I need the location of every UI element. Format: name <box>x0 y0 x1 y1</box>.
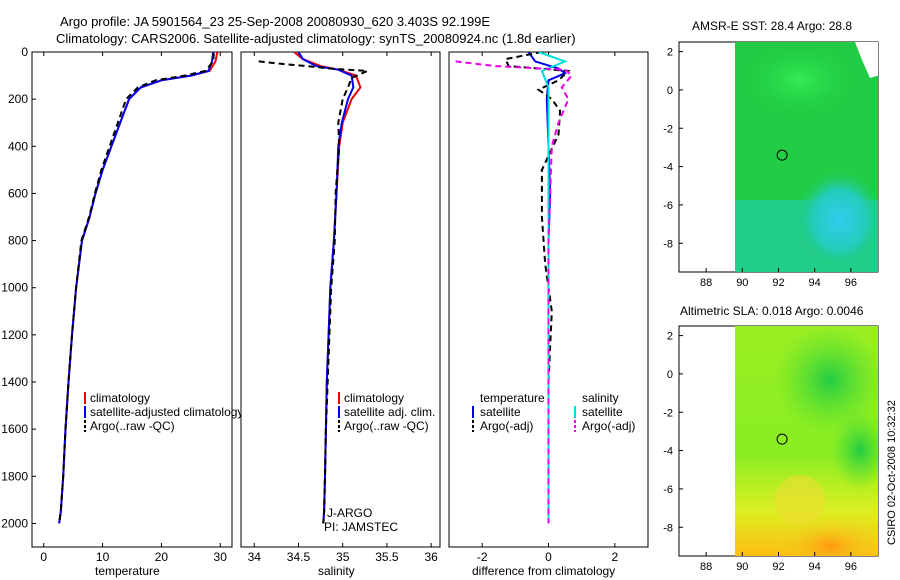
sla-ytick-label: 0 <box>667 369 673 381</box>
sla-xtick-label: 88 <box>700 561 712 573</box>
temperature-xtick-label: 20 <box>155 550 169 564</box>
salinity-xtick-label: 36 <box>424 550 438 564</box>
legend-label-argo: Argo(..raw -QC) <box>90 419 175 433</box>
difference-xtick-label: -2 <box>477 550 488 564</box>
sla-map-panel: Altimetric SLA: 0.018 Argo: 0.0046 <box>663 304 879 573</box>
sla-ytick-label: -4 <box>663 446 673 458</box>
sla-low-patch-east <box>830 410 878 490</box>
sst-warm-patch <box>740 42 860 120</box>
sst-map-field <box>735 42 878 272</box>
legend-header-salinity: salinity <box>582 391 619 405</box>
temperature-xtick-label: 30 <box>214 550 228 564</box>
salinity-xtick-label: 34.5 <box>287 550 311 564</box>
sla-ytick-label: -2 <box>663 407 673 419</box>
sst-cold-patch <box>790 165 878 265</box>
temperature-ytick-label: 1600 <box>1 422 28 436</box>
sst-land-mask <box>855 42 878 78</box>
figure-title-line2: Climatology: CARS2006. Satellite-adjuste… <box>56 31 576 46</box>
difference-series-salinity-argo-adj <box>455 60 574 524</box>
difference-xtick-label: 2 <box>611 550 618 564</box>
legend-label-climatology: climatology <box>344 391 404 405</box>
salinity-panel: 34 34.5 35 35.5 36 salinity climatology sate… <box>240 51 441 578</box>
sla-map-title: Altimetric SLA: 0.018 Argo: 0.0046 <box>680 304 864 318</box>
sla-xtick-label: 96 <box>845 561 857 573</box>
difference-xtick-label: 0 <box>545 550 552 564</box>
sst-argo-position-marker <box>776 149 788 161</box>
sla-low-patch-north <box>775 326 878 435</box>
sst-xtick-label: 88 <box>700 277 712 289</box>
salinity-xlabel: salinity <box>318 564 355 578</box>
difference-legend: temperature salinity satellite Argo(-adj… <box>472 391 635 433</box>
sst-ytick-label: 2 <box>667 47 673 59</box>
sla-xtick-label: 92 <box>772 561 784 573</box>
sla-xtick-label: 94 <box>809 561 821 573</box>
temperature-ytick-label: 1800 <box>1 469 28 483</box>
sla-xtick-label: 90 <box>736 561 748 573</box>
salinity-xtick-label: 35.5 <box>375 550 399 564</box>
sst-xtick-label: 96 <box>845 277 857 289</box>
sst-xtick-label: 90 <box>736 277 748 289</box>
sst-xtick-label: 92 <box>772 277 784 289</box>
sla-high-patch-center <box>775 475 825 525</box>
difference-panel: -2 0 2 difference from climatology tempera… <box>448 51 649 578</box>
temperature-ytick-label: 0 <box>21 45 28 59</box>
sst-ytick-label: 0 <box>667 85 673 97</box>
sla-ytick-label: -8 <box>663 522 673 534</box>
temperature-ytick-label: 200 <box>8 92 28 106</box>
salinity-xtick-label: 35 <box>336 550 350 564</box>
temperature-legend: climatology satellite-adjusted climatolo… <box>84 391 243 433</box>
sla-ytick-label: 2 <box>667 331 673 343</box>
sst-ytick-label: -6 <box>663 200 673 212</box>
sla-ytick-label: -6 <box>663 484 673 496</box>
temperature-ytick-label: 1400 <box>1 375 28 389</box>
sla-argo-position-marker <box>776 433 788 445</box>
sla-map-field <box>735 326 878 556</box>
sst-map-panel: AMSR-E SST: 28.4 Argo: 28.8 88 90 92 94 96 <box>663 19 879 289</box>
temperature-series-argo-raw-qc <box>58 53 215 524</box>
sst-ytick-label: -2 <box>663 123 673 135</box>
salinity-xtick-label: 34 <box>248 550 262 564</box>
salinity-series-argo-raw-qc <box>258 60 368 524</box>
temperature-xtick-label: 0 <box>40 550 47 564</box>
temperature-ytick-label: 2000 <box>1 516 28 530</box>
temperature-ytick-label: 1000 <box>1 281 28 295</box>
temperature-ytick-label: 800 <box>8 234 28 248</box>
annotation-program: J-ARGO <box>327 506 372 520</box>
difference-xlabel: difference from climatology <box>472 564 615 578</box>
legend-label-satellite: satellite adj. clim. <box>344 405 435 419</box>
temperature-xtick-label: 10 <box>96 550 110 564</box>
sst-map-title: AMSR-E SST: 28.4 Argo: 28.8 <box>692 19 852 33</box>
legend-label-sal-argo: Argo(-adj) <box>582 419 635 433</box>
figure-title-line1: Argo profile: JA 5901564_23 25-Sep-2008 … <box>60 14 490 29</box>
temperature-axes-frame <box>31 51 233 548</box>
temperature-ytick-label: 1200 <box>1 328 28 342</box>
temperature-xlabel: temperature <box>95 564 160 578</box>
legend-label-temp-argo: Argo(-adj) <box>480 419 533 433</box>
annotation-pi: PI: JAMSTEC <box>324 520 398 534</box>
legend-label-climatology: climatology <box>90 391 150 405</box>
temperature-panel: 0 200 400 600 800 1000 1200 1400 1600 1800 2000 0 1… <box>1 45 243 578</box>
legend-label-sal-satellite: satellite <box>582 405 623 419</box>
legend-label-argo: Argo(..raw -QC) <box>344 419 429 433</box>
salinity-legend: climatology satellite adj. clim. Argo(..… <box>338 391 435 433</box>
sst-ytick-label: -4 <box>663 162 673 174</box>
sst-xtick-label: 94 <box>809 277 821 289</box>
temperature-ytick-label: 600 <box>8 186 28 200</box>
sst-ytick-label: -8 <box>663 238 673 250</box>
legend-header-temperature: temperature <box>480 391 545 405</box>
temperature-ytick-label: 400 <box>8 139 28 153</box>
figure-side-label: CSIRO 02-Oct-2008 10:32:32 <box>886 400 898 545</box>
legend-label-temp-satellite: satellite <box>480 405 521 419</box>
legend-label-satellite: satellite-adjusted climatology <box>90 405 243 419</box>
